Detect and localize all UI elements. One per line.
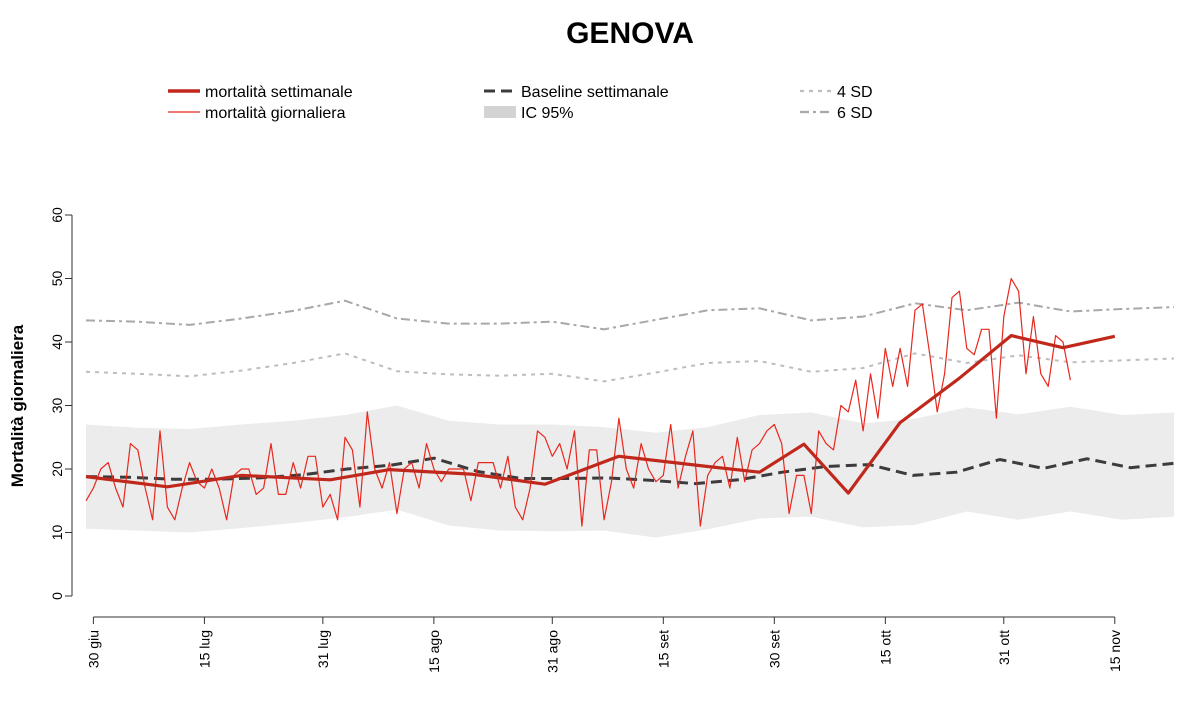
y-tick-label: 60	[49, 207, 65, 223]
legend-label-sd6: 6 SD	[837, 105, 873, 122]
x-tick-label: 15 ago	[426, 630, 442, 673]
y-tick-label: 40	[49, 334, 65, 350]
x-tick-label: 31 ott	[996, 630, 1012, 665]
series-weekly-line	[85, 334, 1116, 495]
y-tick-label: 50	[49, 271, 65, 287]
y-axis-label: Mortalità giornaliera	[8, 324, 27, 487]
x-tick-label: 15 lug	[196, 630, 212, 668]
x-tick-label: 15 set	[655, 630, 671, 668]
chart-title: GENOVA	[566, 17, 694, 50]
series-4sd-line	[85, 352, 1175, 383]
legend-label-baseline: Baseline settimanale	[521, 84, 669, 101]
x-tick-label: 30 giu	[85, 630, 101, 668]
y-tick-label: 20	[49, 461, 65, 477]
y-tick-label: 30	[49, 398, 65, 414]
plot-area: 0 10 20 30 40 50 60 30 giu 15 lug 31 lug 15 ago 31 …	[49, 207, 1175, 673]
x-tick-label: 31 ago	[544, 630, 560, 673]
x-tick-label: 15 nov	[1107, 630, 1123, 672]
legend-swatch-ci	[484, 106, 516, 118]
series-daily-line	[85, 277, 1071, 527]
legend-label-daily: mortalità giornaliera	[205, 105, 346, 122]
x-tick-label: 31 lug	[315, 630, 331, 668]
legend-label-weekly: mortalità settimanale	[205, 84, 353, 101]
legend: mortalità settimanale mortalità giornali…	[168, 84, 873, 122]
series-6sd-line	[85, 299, 1175, 331]
legend-label-ci: IC 95%	[521, 105, 573, 122]
ci-band	[86, 405, 1174, 538]
y-tick-label: 0	[49, 592, 65, 600]
legend-label-sd4: 4 SD	[837, 84, 873, 101]
y-tick-label: 10	[49, 525, 65, 541]
x-tick-label: 15 ott	[877, 630, 893, 665]
x-tick-label: 30 set	[766, 630, 782, 668]
